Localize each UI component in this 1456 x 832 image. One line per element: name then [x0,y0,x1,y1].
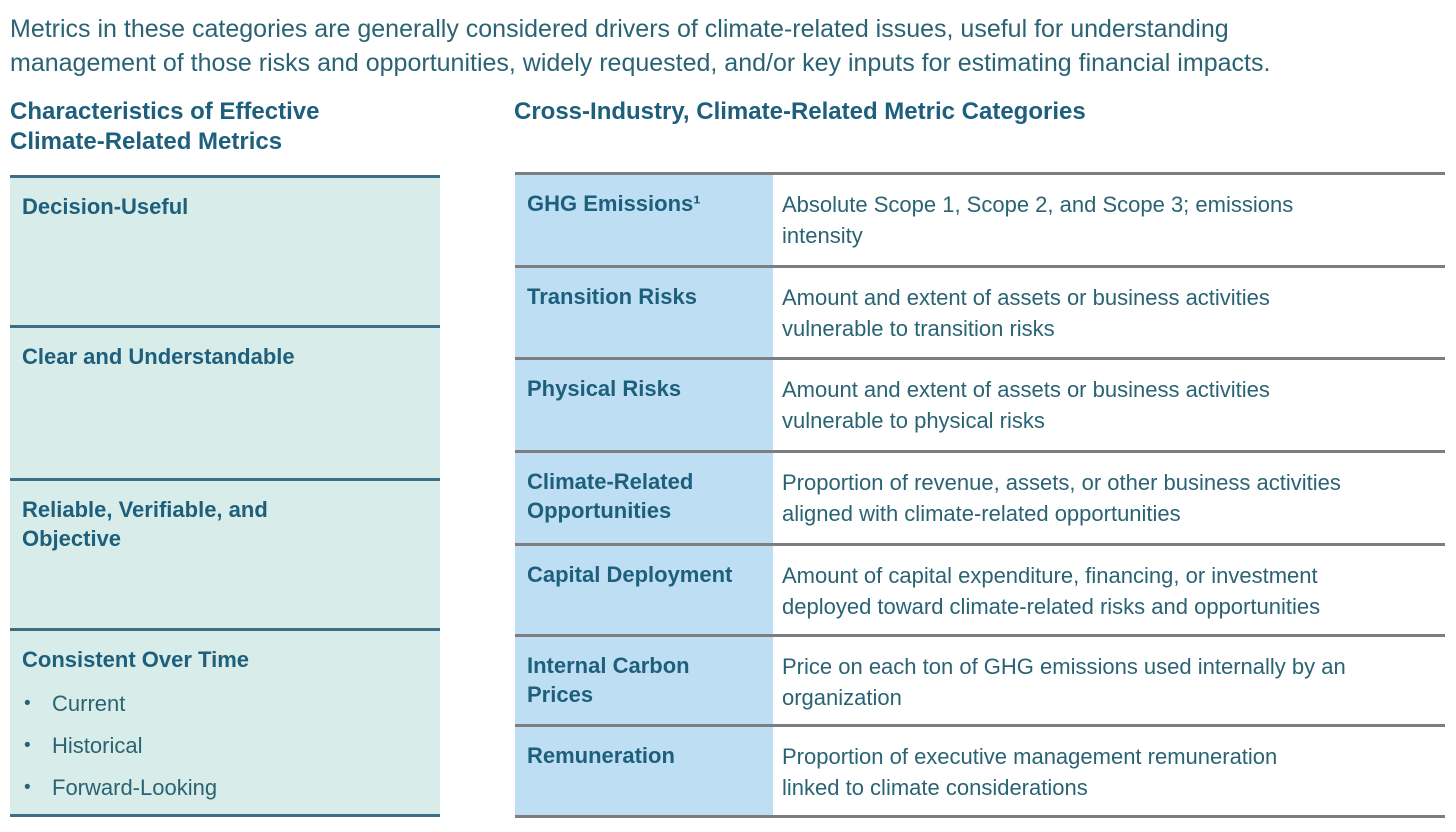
characteristic-section-reliable-verifiable: Reliable, Verifiable, and Objective [10,478,440,628]
table-row-ghg-emissions: GHG Emissions¹ Absolute Scope 1, Scope 2… [515,172,1445,265]
description-cell: Proportion of revenue, assets, or other … [773,453,1445,543]
description-cell: Amount and extent of assets or business … [773,360,1445,450]
bullet-dot-icon: • [24,693,31,714]
category-cell: Physical Risks [515,360,773,450]
category-label-line: Transition Risks [527,284,697,309]
description-cell: Amount of capital expenditure, financing… [773,546,1445,634]
description-line: organization [782,685,902,710]
category-cell: Remuneration [515,727,773,815]
characteristic-label: Consistent Over Time [22,645,426,674]
left-panel-title-line: Characteristics of Effective [10,98,320,125]
characteristic-section-clear-understandable: Clear and Understandable [10,325,440,478]
category-label-line: Remuneration [527,743,675,768]
description-line: vulnerable to transition risks [782,316,1055,341]
category-cell: Internal Carbon Prices [515,637,773,724]
category-cell: GHG Emissions¹ [515,175,773,265]
bullet-label: Historical [52,733,143,758]
description-cell: Absolute Scope 1, Scope 2, and Scope 3; … [773,175,1445,265]
description-line: Price on each ton of GHG emissions used … [782,654,1346,679]
left-panel-title: Characteristics of Effective Climate-Rel… [10,97,319,157]
metric-categories-table: GHG Emissions¹ Absolute Scope 1, Scope 2… [515,172,1445,818]
characteristic-label-line: Decision-Useful [22,194,189,219]
category-label-line: Climate-Related [527,469,694,494]
characteristic-label-line: Consistent Over Time [22,647,249,672]
description-line: Proportion of revenue, assets, or other … [782,470,1341,495]
category-label-line: GHG Emissions¹ [527,191,701,216]
description-line: aligned with climate-related opportuniti… [782,501,1181,526]
description-line: Amount and extent of assets or business … [782,377,1270,402]
characteristic-section-decision-useful: Decision-Useful [10,175,440,325]
category-label-line: Prices [527,682,594,707]
description-cell: Proportion of executive management remun… [773,727,1445,815]
bullet-list: • Current • Historical • Forward-Looking [22,689,426,802]
characteristic-label-line: Reliable, Verifiable, and [22,497,268,522]
description-line: Proportion of executive management remun… [782,744,1278,769]
characteristic-label-line: Objective [22,526,122,551]
category-cell: Climate-Related Opportunities [515,453,773,543]
category-label-line: Physical Risks [527,376,682,401]
characteristic-label: Decision-Useful [22,192,426,221]
table-row-transition-risks: Transition Risks Amount and extent of as… [515,265,1445,357]
table-row-physical-risks: Physical Risks Amount and extent of asse… [515,357,1445,450]
description-line: linked to climate considerations [782,775,1088,800]
table-row-climate-related-opportunities: Climate-Related Opportunities Proportion… [515,450,1445,543]
category-cell: Capital Deployment [515,546,773,634]
characteristic-label: Clear and Understandable [22,342,426,371]
intro-line: management of those risks and opportunit… [10,49,1271,77]
bullet-item: • Historical [22,731,426,760]
bullet-label: Forward-Looking [52,775,218,800]
bullet-dot-icon: • [24,777,31,798]
category-label-line: Capital Deployment [527,562,733,587]
bullet-item: • Current [22,689,426,718]
description-line: vulnerable to physical risks [782,408,1045,433]
characteristic-label: Reliable, Verifiable, and Objective [22,495,426,553]
description-line: Amount of capital expenditure, financing… [782,563,1318,588]
characteristics-table: Decision-Useful Clear and Understandable… [10,175,440,817]
description-line: intensity [782,223,863,248]
bullet-item: • Forward-Looking [22,773,426,802]
characteristic-label-line: Clear and Understandable [22,344,295,369]
description-line: deployed toward climate-related risks an… [782,594,1321,619]
right-panel-title-line: Cross-Industry, Climate-Related Metric C… [514,98,1086,125]
table-row-internal-carbon-prices: Internal Carbon Prices Price on each ton… [515,634,1445,724]
right-panel-title: Cross-Industry, Climate-Related Metric C… [514,97,1086,127]
description-cell: Price on each ton of GHG emissions used … [773,637,1445,724]
left-panel-title-line: Climate-Related Metrics [10,128,283,155]
bullet-label: Current [52,691,126,716]
intro-paragraph: Metrics in these categories are generall… [10,12,1270,80]
category-label-line: Opportunities [527,498,672,523]
description-line: Absolute Scope 1, Scope 2, and Scope 3; … [782,192,1294,217]
table-row-remuneration: Remuneration Proportion of executive man… [515,724,1445,815]
category-cell: Transition Risks [515,268,773,357]
description-cell: Amount and extent of assets or business … [773,268,1445,357]
characteristic-section-consistent-over-time: Consistent Over Time • Current • Histori… [10,628,440,814]
description-line: Amount and extent of assets or business … [782,285,1270,310]
table-row-capital-deployment: Capital Deployment Amount of capital exp… [515,543,1445,634]
bullet-dot-icon: • [24,735,31,756]
category-label-line: Internal Carbon [527,653,690,678]
intro-line: Metrics in these categories are generall… [10,15,1229,43]
